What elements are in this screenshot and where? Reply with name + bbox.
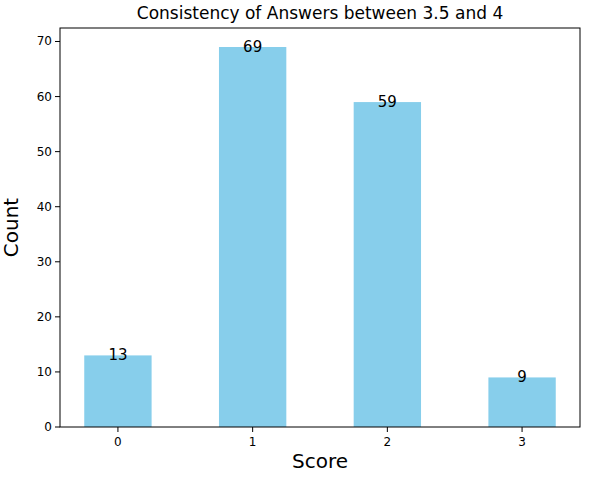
y-tick-label: 50 [37, 145, 52, 159]
x-tick [252, 427, 253, 432]
y-tick [55, 41, 60, 42]
y-axis-label: Count [0, 198, 23, 258]
x-tick-label: 0 [114, 435, 122, 449]
axes-frame [60, 28, 580, 427]
chart-svg: 0 10 20 30 40 50 60 70 0 1 2 3 13 69 59 9 Consistency of… [0, 0, 600, 478]
y-tick [55, 261, 60, 262]
y-tick-label: 0 [44, 420, 52, 434]
data-label: 69 [243, 38, 262, 56]
bar [219, 47, 286, 427]
chart-container: 0 10 20 30 40 50 60 70 0 1 2 3 13 69 59 9 Consistency of… [0, 0, 600, 478]
y-tick-label: 30 [37, 255, 52, 269]
y-tick-label: 70 [37, 34, 52, 48]
x-tick [387, 427, 388, 432]
x-tick-label: 3 [518, 435, 526, 449]
x-tick-label: 2 [384, 435, 392, 449]
x-tick [117, 427, 118, 432]
title: Consistency of Answers between 3.5 and 4 [137, 3, 503, 23]
data-label: 59 [378, 93, 397, 111]
y-tick-label: 40 [37, 200, 52, 214]
y-tick [55, 151, 60, 152]
y-tick-label: 60 [37, 90, 52, 104]
y-tick-label: 20 [37, 310, 52, 324]
data-label: 13 [108, 346, 127, 364]
y-tick [55, 427, 60, 428]
y-tick [55, 206, 60, 207]
x-tick-label: 1 [249, 435, 257, 449]
x-axis-label: Score [292, 449, 348, 473]
y-tick [55, 371, 60, 372]
y-tick [55, 316, 60, 317]
y-tick-label: 10 [37, 365, 52, 379]
data-label: 9 [517, 368, 527, 386]
bar [354, 102, 421, 427]
bar [84, 355, 151, 427]
bars [84, 47, 556, 427]
y-tick [55, 96, 60, 97]
x-tick [522, 427, 523, 432]
